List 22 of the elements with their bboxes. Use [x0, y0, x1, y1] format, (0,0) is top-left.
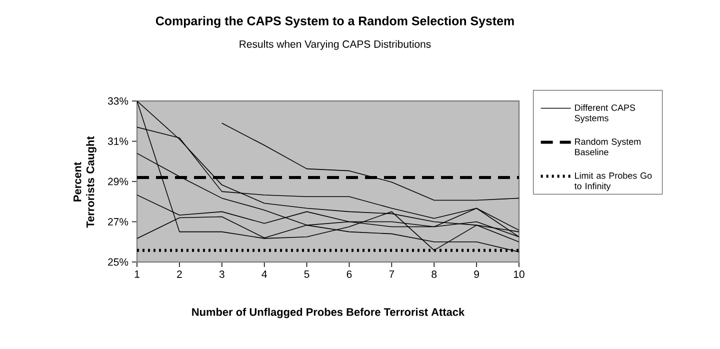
x-tick-label: 2 — [177, 270, 182, 278]
x-tick-label: 6 — [346, 270, 352, 278]
x-tick-label: 7 — [389, 270, 394, 278]
y-tick-label: 29% — [108, 178, 128, 186]
x-tick-label: 5 — [304, 270, 310, 278]
y-tick-label: 31% — [108, 138, 128, 145]
x-axis-title: Number of Unflagged Probes Before Terrorist Attack — [192, 308, 465, 318]
y-tick-label: 25% — [108, 258, 128, 266]
x-tick-label: 8 — [432, 270, 437, 278]
x-tick-label: 10 — [514, 270, 524, 278]
legend-label: Limit as Probes Go to Infinity — [574, 172, 652, 192]
x-tick-label: 4 — [262, 270, 267, 278]
legend-label: Random System Baseline — [575, 138, 640, 156]
y-tick-label: 33% — [108, 97, 128, 105]
x-tick-label: 1 — [134, 270, 140, 278]
chart-subtitle: Results when Varying CAPS Distributions — [240, 40, 431, 50]
x-tick-label: 3 — [219, 270, 224, 278]
legend-label: Different CAPS Systems — [574, 104, 636, 124]
y-tick-label: 27% — [108, 218, 128, 226]
chart-title: Comparing the CAPS System to a Random Selection System — [156, 16, 514, 28]
y-axis-title: Percent Terrorists Caught — [74, 136, 96, 228]
x-tick-label: 9 — [474, 270, 479, 278]
